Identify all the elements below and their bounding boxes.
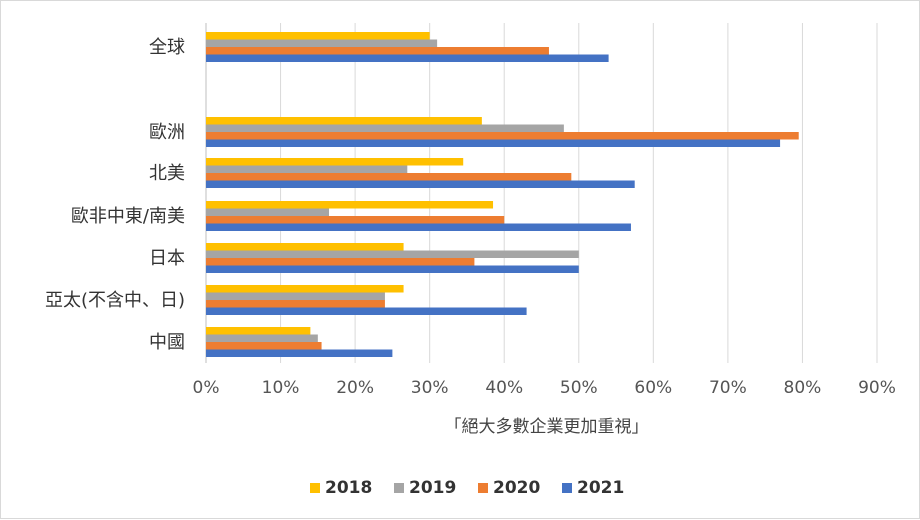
- legend-swatch-2018: [310, 483, 320, 493]
- x-tick-label: 40%: [485, 378, 523, 398]
- x-tick-label: 20%: [336, 378, 374, 398]
- x-axis-title: 「絕大多數企業更加重視」: [445, 417, 649, 437]
- bar-2020: [206, 342, 322, 350]
- legend-swatch-2020: [478, 483, 488, 493]
- category-label: 歐洲: [149, 122, 185, 143]
- bar-2021: [206, 180, 635, 188]
- category-label: 歐非中東/南美: [71, 206, 185, 227]
- bar-2018: [206, 327, 311, 335]
- x-tick-label: 80%: [784, 378, 822, 398]
- legend-label-2019: 2019: [409, 478, 456, 498]
- bar-2018: [206, 32, 430, 40]
- x-tick-label: 90%: [858, 378, 896, 398]
- category-label: 全球: [149, 37, 185, 58]
- category-label: 中國: [149, 332, 185, 353]
- bar-2019: [206, 39, 438, 47]
- x-tick-labels: 0% 10% 20% 30% 40% 50% 60% 70% 80% 90%: [193, 378, 896, 398]
- x-tick-label: 70%: [709, 378, 747, 398]
- category-label: 亞太(不含中、日): [45, 290, 185, 311]
- bar-2018: [206, 201, 494, 209]
- legend-label-2018: 2018: [325, 478, 372, 498]
- bar-2020: [206, 300, 385, 308]
- legend-label-2021: 2021: [577, 478, 624, 498]
- bar-2018: [206, 243, 404, 251]
- bar-2018: [206, 158, 464, 166]
- legend: 2018 2019 2020 2021: [310, 478, 624, 498]
- x-tick-label: 60%: [634, 378, 672, 398]
- bar-2021: [206, 265, 579, 273]
- bar-2021: [206, 307, 527, 315]
- x-tick-label: 0%: [193, 378, 220, 398]
- bar-2019: [206, 334, 318, 342]
- bar-2021: [206, 139, 781, 147]
- legend-swatch-2019: [394, 483, 404, 493]
- x-tick-label: 50%: [560, 378, 598, 398]
- bar-2021: [206, 223, 631, 231]
- x-tick-label: 30%: [411, 378, 449, 398]
- category-label: 北美: [149, 163, 185, 184]
- bar-2020: [206, 258, 475, 266]
- bar-2021: [206, 349, 393, 357]
- bar-2020: [206, 47, 549, 55]
- legend-label-2020: 2020: [493, 478, 540, 498]
- bar-2019: [206, 165, 408, 173]
- x-tick-label: 10%: [262, 378, 300, 398]
- gridlines: [205, 23, 878, 363]
- bar-2021: [206, 54, 609, 62]
- legend-swatch-2021: [562, 483, 572, 493]
- bar-2019: [206, 292, 385, 300]
- bar-2018: [206, 285, 404, 293]
- bar-2020: [206, 173, 572, 181]
- bar-2019: [206, 124, 564, 132]
- bar-2019: [206, 250, 579, 258]
- bars: [206, 32, 799, 357]
- bar-2020: [206, 132, 799, 140]
- category-label: 日本: [149, 248, 185, 269]
- bar-2019: [206, 208, 330, 216]
- bar-2020: [206, 216, 505, 224]
- bar-2018: [206, 117, 482, 125]
